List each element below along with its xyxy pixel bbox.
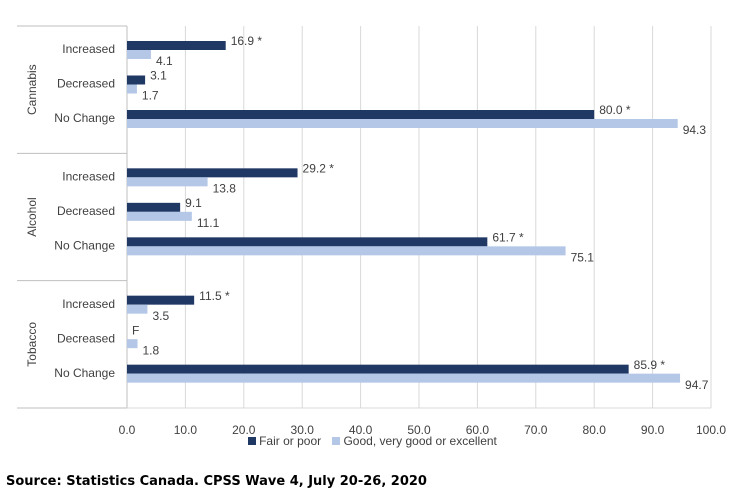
data-label: 11.5 *	[199, 289, 230, 303]
group-label: Tobacco	[25, 322, 39, 367]
data-label: 29.2 *	[303, 162, 335, 176]
x-tick-label: 100.0	[696, 423, 726, 437]
legend-swatch-good	[332, 437, 341, 445]
data-label: 4.1	[156, 54, 173, 68]
x-tick-label: 40.0	[349, 423, 373, 437]
x-tick-label: 30.0	[291, 423, 315, 437]
x-tick-label: 80.0	[583, 423, 607, 437]
bar-fair-or-poor	[127, 75, 146, 85]
data-label: 13.8	[213, 182, 237, 196]
data-label: 16.9 *	[231, 34, 263, 48]
bar-fair-or-poor	[127, 364, 629, 374]
bar-good	[127, 50, 151, 59]
legend-label-fair-or-poor: Fair or poor	[259, 434, 322, 448]
bar-fair-or-poor	[127, 41, 226, 50]
x-tick-label: 0.0	[119, 423, 136, 437]
bar-good	[127, 177, 208, 187]
bar-chart: 0.0 10.0 20.0 30.0 40.0 50.0 60.0 70.0 80.0 90.0 1…	[17, 25, 726, 437]
group-label: Alcohol	[25, 197, 39, 236]
group-label: Cannabis	[25, 64, 39, 115]
data-label: 3.1	[150, 69, 167, 83]
data-label: F	[132, 323, 139, 337]
data-label: 11.1	[197, 216, 220, 230]
x-tick-label: 60.0	[466, 423, 490, 437]
data-label: 61.7 *	[492, 231, 524, 245]
data-label: 80.0 *	[599, 103, 631, 117]
category-label: No Change	[54, 111, 115, 125]
data-label: 75.1	[571, 251, 595, 265]
bar-good	[127, 211, 192, 221]
data-label: 85.9 *	[634, 358, 666, 372]
category-label: Increased	[62, 297, 115, 311]
data-label: 1.7	[142, 89, 159, 103]
source-note: Source: Statistics Canada. CPSS Wave 4, …	[6, 474, 427, 489]
category-label: No Change	[54, 366, 115, 380]
data-label: 3.5	[152, 309, 169, 323]
x-tick-label: 50.0	[407, 423, 431, 437]
legend-item-good: Good, very good or excellent	[332, 434, 497, 448]
data-label: 9.1	[185, 196, 202, 210]
legend-label-good: Good, very good or excellent	[343, 434, 497, 448]
bar-fair-or-poor	[127, 168, 298, 178]
data-label: 94.7	[685, 378, 709, 392]
x-tick-label: 90.0	[641, 423, 665, 437]
bar-fair-or-poor	[127, 202, 181, 212]
category-label: Decreased	[57, 204, 115, 218]
category-label: Increased	[62, 170, 115, 184]
category-label: Decreased	[57, 331, 115, 345]
bar-good	[127, 373, 681, 383]
bar-good	[127, 246, 566, 256]
bar-good	[127, 84, 137, 94]
bar-fair-or-poor	[127, 295, 195, 305]
bar-good	[127, 304, 148, 314]
legend-swatch-fair-or-poor	[248, 437, 257, 445]
x-tick-label: 20.0	[232, 423, 256, 437]
x-tick-label: 10.0	[174, 423, 198, 437]
category-label: Increased	[62, 42, 115, 56]
chart-legend: Fair or poor Good, very good or excellen…	[0, 434, 753, 448]
data-label: 1.8	[143, 343, 160, 357]
data-label: 94.3	[683, 123, 707, 137]
category-label: Decreased	[57, 77, 115, 91]
bar-fair-or-poor	[127, 237, 488, 247]
category-label: No Change	[54, 239, 115, 253]
x-tick-label: 70.0	[524, 423, 548, 437]
bar-good	[127, 339, 138, 349]
bar-fair-or-poor	[127, 110, 595, 119]
legend-item-fair-or-poor: Fair or poor	[248, 434, 321, 448]
bar-good	[127, 119, 678, 128]
